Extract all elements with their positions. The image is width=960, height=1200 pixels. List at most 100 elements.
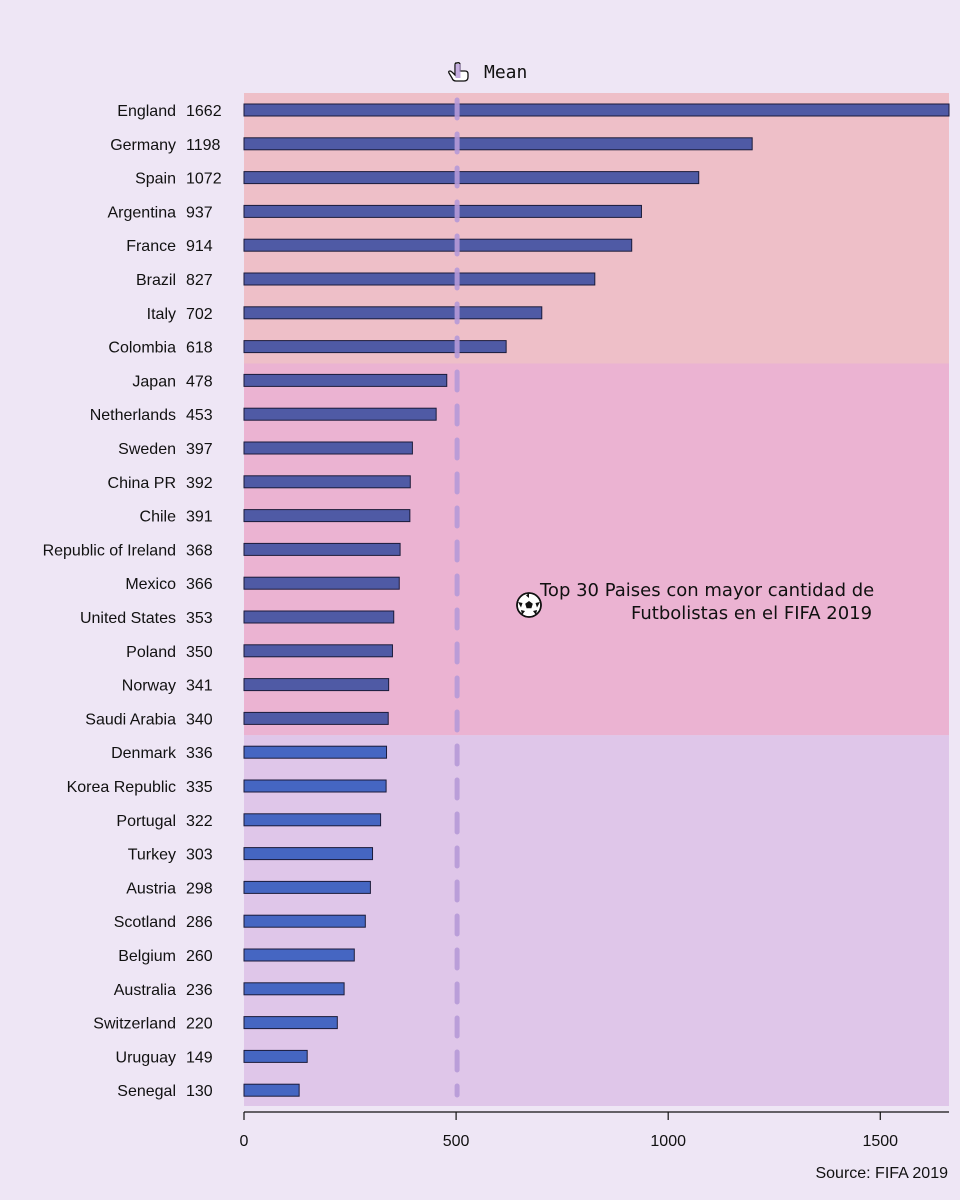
- category-label: Spain: [135, 171, 176, 188]
- category-label: Australia: [114, 982, 176, 999]
- value-label: 298: [186, 880, 213, 897]
- category-label: Turkey: [128, 847, 176, 864]
- bar-england: [243, 103, 950, 117]
- value-label: 1662: [186, 103, 222, 120]
- soccer-ball-icon: [516, 592, 542, 618]
- value-label: 392: [186, 475, 213, 492]
- bar-denmark: [243, 745, 388, 759]
- value-label: 827: [186, 272, 213, 289]
- value-label: 130: [186, 1083, 213, 1100]
- category-label: France: [126, 238, 176, 255]
- category-label: Switzerland: [93, 1016, 176, 1033]
- bar-italy: [243, 306, 543, 320]
- category-label: Saudi Arabia: [85, 711, 176, 728]
- bar-poland: [243, 644, 393, 658]
- category-label: Argentina: [108, 204, 177, 221]
- category-label: Brazil: [136, 272, 176, 289]
- value-label: 618: [186, 340, 213, 357]
- mean-legend-label: Mean: [484, 62, 527, 83]
- value-label: 1198: [186, 137, 221, 154]
- category-label: Italy: [147, 306, 176, 323]
- x-tick-label: 0: [240, 1133, 249, 1150]
- chart-title-line1: Top 30 Paises con mayor cantidad de: [539, 580, 874, 601]
- chart-title: Top 30 Paises con mayor cantidad de Futb…: [516, 580, 874, 624]
- x-tick-label: 1000: [650, 1133, 686, 1150]
- value-label: 322: [186, 813, 213, 830]
- value-label: 303: [186, 847, 213, 864]
- category-label: Portugal: [116, 813, 176, 830]
- bar-japan: [243, 373, 448, 387]
- bar-sweden: [243, 441, 413, 455]
- value-label: 391: [186, 509, 213, 526]
- value-label: 350: [186, 644, 213, 661]
- bar-brazil: [243, 272, 596, 286]
- category-label: Scotland: [114, 914, 176, 931]
- category-label: England: [117, 103, 176, 120]
- category-label: United States: [80, 610, 176, 627]
- background-band-1: [244, 93, 949, 364]
- mean-legend: Mean: [448, 62, 527, 83]
- category-label: Uruguay: [116, 1049, 176, 1066]
- bar-colombia: [243, 340, 507, 354]
- bar-norway: [243, 678, 390, 692]
- x-tick-label: 500: [443, 1133, 470, 1150]
- bar-switzerland: [243, 1016, 338, 1030]
- bar-republic-of-ireland: [243, 542, 401, 556]
- category-label: Denmark: [111, 745, 177, 762]
- value-label: 353: [186, 610, 213, 627]
- value-label: 478: [186, 373, 213, 390]
- value-label: 702: [186, 306, 213, 323]
- bar-united-states: [243, 610, 395, 624]
- category-label: Republic of Ireland: [43, 542, 176, 559]
- bar-scotland: [243, 914, 366, 928]
- value-label: 220: [186, 1016, 213, 1033]
- pointing-hand-icon: [448, 62, 469, 82]
- category-label: Belgium: [118, 948, 176, 965]
- bar-korea-republic: [243, 779, 387, 793]
- category-label: Chile: [140, 509, 177, 526]
- source-caption: Source: FIFA 2019: [815, 1165, 948, 1182]
- bar-senegal: [243, 1083, 300, 1097]
- bar-austria: [243, 880, 371, 894]
- bar-netherlands: [243, 407, 437, 421]
- chart-title-line2: Futbolistas en el FIFA 2019: [631, 603, 872, 624]
- bar-germany: [243, 137, 753, 151]
- x-tick-label: 1500: [862, 1133, 898, 1150]
- bar-australia: [243, 982, 345, 996]
- bar-portugal: [243, 813, 382, 827]
- value-label: 336: [186, 745, 213, 762]
- category-label: Sweden: [118, 441, 176, 458]
- bar-china-pr: [243, 475, 411, 489]
- category-label: Poland: [126, 644, 176, 661]
- category-label: Mexico: [125, 576, 176, 593]
- value-label: 453: [186, 407, 213, 424]
- value-label: 937: [186, 204, 213, 221]
- value-label: 341: [186, 678, 213, 695]
- category-label: Austria: [126, 880, 176, 897]
- value-label: 340: [186, 711, 213, 728]
- bar-turkey: [243, 847, 374, 861]
- value-label: 1072: [186, 171, 222, 188]
- category-label: China PR: [108, 475, 176, 492]
- value-label: 366: [186, 576, 213, 593]
- bar-mexico: [243, 576, 400, 590]
- value-label: 397: [186, 441, 213, 458]
- value-label: 236: [186, 982, 213, 999]
- value-label: 260: [186, 948, 213, 965]
- bar-argentina: [243, 204, 642, 218]
- category-label: Senegal: [117, 1083, 176, 1100]
- bar-chile: [243, 509, 411, 523]
- value-label: 149: [186, 1049, 213, 1066]
- bar-france: [243, 238, 633, 252]
- value-label: 286: [186, 914, 213, 931]
- category-label: Korea Republic: [67, 779, 176, 796]
- category-label: Colombia: [108, 340, 176, 357]
- value-label: 914: [186, 238, 213, 255]
- bar-belgium: [243, 948, 355, 962]
- bar-uruguay: [243, 1049, 308, 1063]
- category-label: Netherlands: [90, 407, 176, 424]
- bar-saudi-arabia: [243, 711, 389, 725]
- value-label: 368: [186, 542, 213, 559]
- bar-spain: [243, 171, 700, 185]
